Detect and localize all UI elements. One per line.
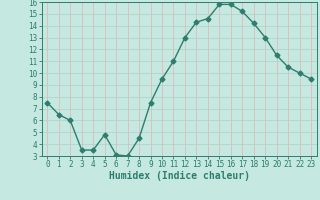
X-axis label: Humidex (Indice chaleur): Humidex (Indice chaleur) — [109, 171, 250, 181]
